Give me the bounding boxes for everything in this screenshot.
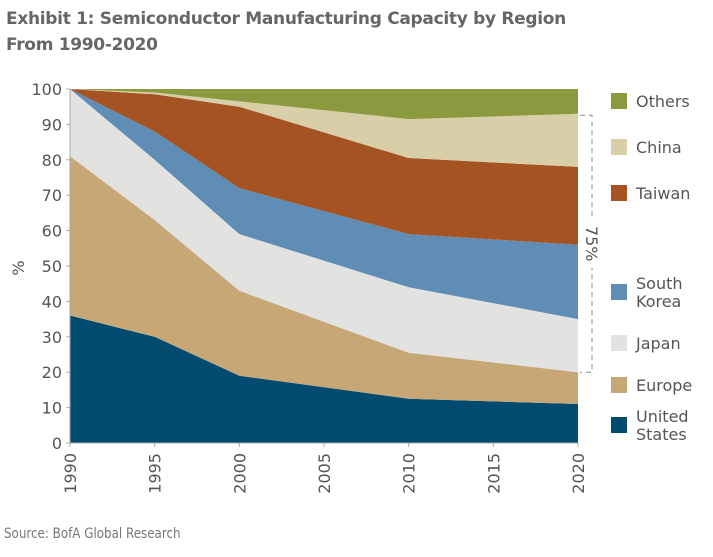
y-tick-label: 60 <box>42 222 62 241</box>
legend-label: Korea <box>636 292 681 311</box>
y-axis-label: % <box>9 260 28 275</box>
x-tick-label: 2020 <box>569 453 588 494</box>
y-tick-label: 20 <box>42 363 62 382</box>
legend-label: China <box>636 138 682 157</box>
legend-swatch <box>611 284 627 300</box>
legend-swatch <box>611 185 627 201</box>
legend-label: South <box>636 274 683 293</box>
source-note: Source: BofA Global Research <box>4 526 181 542</box>
x-tick-label: 2000 <box>230 453 249 494</box>
x-tick-label: 1990 <box>61 453 80 494</box>
y-tick-label: 100 <box>31 80 62 99</box>
legend-label: Japan <box>635 334 681 353</box>
y-tick-label: 30 <box>42 328 62 347</box>
annotation-label: 75% <box>582 226 601 262</box>
x-tick-label: 1995 <box>146 453 165 494</box>
annotation-bg <box>584 219 600 268</box>
x-tick-label: 2010 <box>400 453 419 494</box>
legend-swatch <box>611 335 627 351</box>
x-tick-label: 2005 <box>315 453 334 494</box>
y-tick-label: 0 <box>52 434 62 453</box>
legend-swatch <box>611 93 627 109</box>
y-tick-label: 90 <box>42 115 62 134</box>
y-tick-label: 70 <box>42 186 62 205</box>
x-tick-label: 2015 <box>484 453 503 494</box>
title-line-1: Exhibit 1: Semiconductor Manufacturing C… <box>6 9 566 29</box>
legend-label: Others <box>636 92 690 111</box>
area-others <box>70 89 578 120</box>
legend-swatch <box>611 417 627 433</box>
legend-swatch <box>611 377 627 393</box>
area-europe <box>70 156 578 405</box>
legend-swatch <box>611 139 627 155</box>
legend-label: Europe <box>636 376 692 395</box>
y-tick-label: 40 <box>42 292 62 311</box>
legend-label: Taiwan <box>635 184 690 203</box>
area-taiwan <box>70 89 578 245</box>
area-united-states <box>70 315 578 443</box>
title-line-2: From 1990-2020 <box>6 35 158 55</box>
y-tick-label: 10 <box>42 399 62 418</box>
area-south-korea <box>70 89 578 320</box>
area-china <box>70 89 578 167</box>
y-tick-label: 80 <box>42 151 62 170</box>
area-japan <box>70 89 578 373</box>
legend-label: United <box>636 407 689 426</box>
y-tick-label: 50 <box>42 257 62 276</box>
chart-title: Exhibit 1: Semiconductor Manufacturing C… <box>6 6 566 58</box>
legend-label: States <box>636 425 687 444</box>
